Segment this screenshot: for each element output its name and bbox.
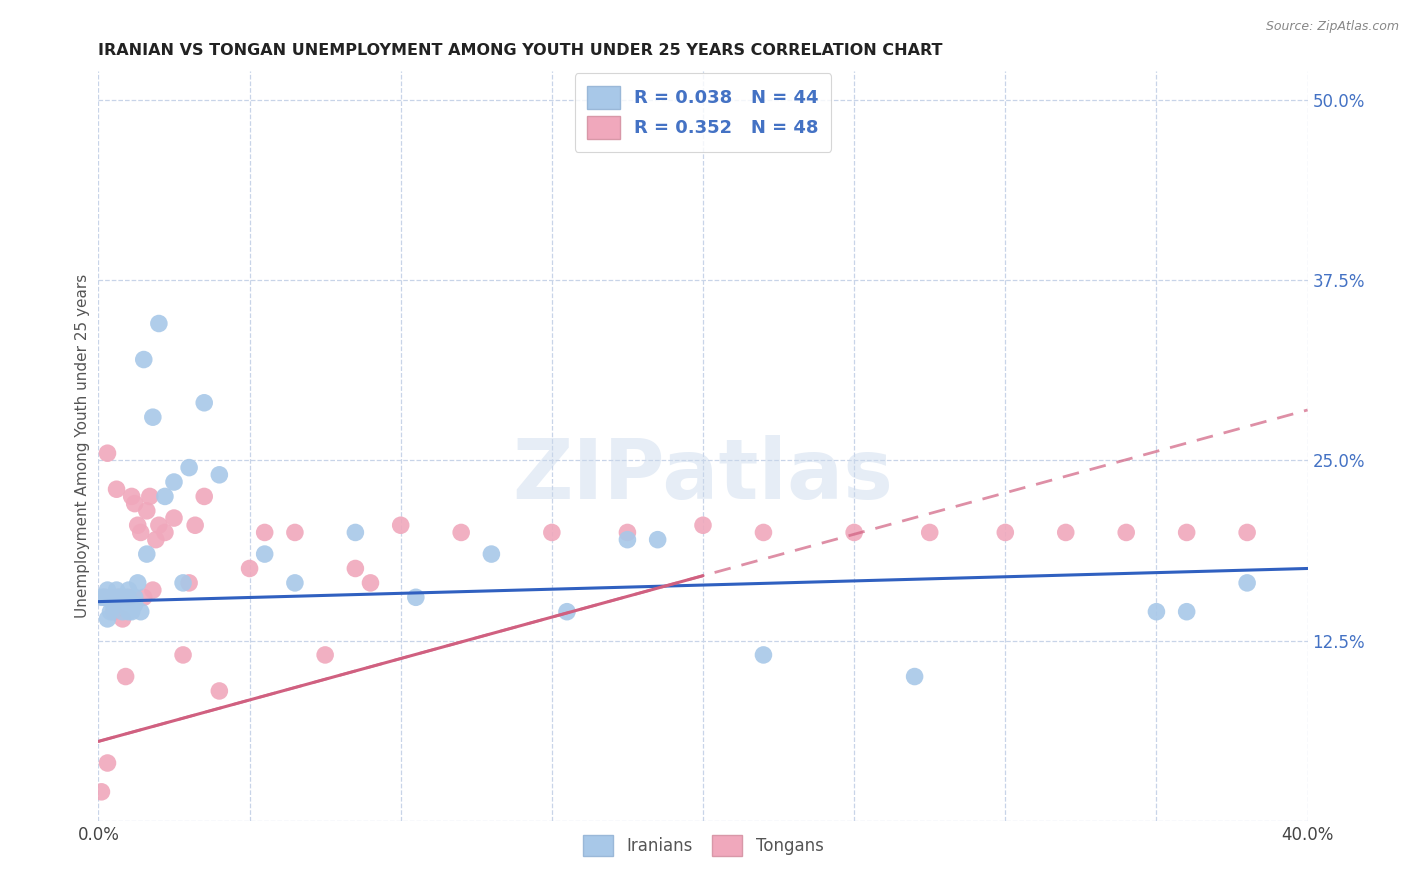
Point [135, 547, 157, 561]
Point [100, 591, 122, 605]
Point [124, 497, 146, 511]
Point [105, 598, 128, 612]
Point [172, 575, 194, 590]
Point [121, 605, 143, 619]
Point [752, 525, 775, 540]
Point [284, 525, 307, 540]
Point [1236, 525, 1258, 540]
Point [1236, 575, 1258, 590]
Point [344, 525, 367, 540]
Point [148, 518, 170, 533]
Point [253, 547, 276, 561]
Point [129, 605, 152, 619]
Point [405, 591, 427, 605]
Point [142, 583, 165, 598]
Point [105, 591, 128, 605]
Point [918, 525, 941, 540]
Text: Source: ZipAtlas.com: Source: ZipAtlas.com [1265, 20, 1399, 33]
Point [481, 547, 503, 561]
Text: IRANIAN VS TONGAN UNEMPLOYMENT AMONG YOUTH UNDER 25 YEARS CORRELATION CHART: IRANIAN VS TONGAN UNEMPLOYMENT AMONG YOU… [98, 43, 943, 58]
Point [1175, 525, 1198, 540]
Point [100, 591, 122, 605]
Point [1144, 605, 1167, 619]
Point [153, 490, 176, 504]
Point [163, 475, 186, 489]
Point [616, 525, 638, 540]
Point [540, 525, 562, 540]
Text: ZIPatlas: ZIPatlas [513, 435, 893, 516]
Point [111, 605, 134, 619]
Point [124, 598, 146, 612]
Point [93, 591, 115, 605]
Point [153, 525, 176, 540]
Point [90, 591, 112, 605]
Point [184, 518, 207, 533]
Point [172, 648, 194, 662]
Point [105, 583, 128, 598]
Point [1175, 605, 1198, 619]
Point [103, 598, 125, 612]
Y-axis label: Unemployment Among Youth under 25 years: Unemployment Among Youth under 25 years [75, 274, 90, 618]
Point [1115, 525, 1137, 540]
Point [108, 591, 131, 605]
Point [360, 575, 382, 590]
Point [96, 583, 118, 598]
Point [692, 518, 714, 533]
Point [96, 612, 118, 626]
Point [132, 352, 155, 367]
Point [127, 575, 149, 590]
Point [129, 525, 152, 540]
Point [208, 467, 231, 482]
Point [208, 684, 231, 698]
Point [111, 591, 134, 605]
Point [96, 756, 118, 770]
Point [450, 525, 472, 540]
Point [118, 583, 141, 598]
Point [103, 605, 125, 619]
Point [239, 561, 262, 575]
Point [132, 591, 155, 605]
Point [389, 518, 412, 533]
Point [193, 396, 215, 410]
Point [253, 525, 276, 540]
Point [142, 410, 165, 425]
Point [1054, 525, 1077, 540]
Point [127, 518, 149, 533]
Point [647, 533, 669, 547]
Point [314, 648, 336, 662]
Point [118, 591, 141, 605]
Point [124, 591, 146, 605]
Point [145, 533, 167, 547]
Point [105, 482, 128, 496]
Point [103, 591, 125, 605]
Point [994, 525, 1017, 540]
Point [100, 605, 122, 619]
Point [284, 575, 307, 590]
Point [139, 490, 162, 504]
Point [752, 648, 775, 662]
Point [179, 460, 201, 475]
Point [90, 785, 112, 799]
Point [111, 612, 134, 626]
Point [114, 591, 136, 605]
Point [163, 511, 186, 525]
Point [616, 533, 638, 547]
Point [555, 605, 578, 619]
Point [118, 605, 141, 619]
Point [904, 669, 927, 683]
Point [179, 575, 201, 590]
Point [148, 317, 170, 331]
Point [844, 525, 866, 540]
Point [108, 591, 131, 605]
Point [93, 591, 115, 605]
Point [193, 490, 215, 504]
Point [121, 490, 143, 504]
Point [344, 561, 367, 575]
Point [114, 669, 136, 683]
Point [135, 504, 157, 518]
Point [96, 446, 118, 460]
Legend: Iranians, Tongans: Iranians, Tongans [574, 827, 832, 864]
